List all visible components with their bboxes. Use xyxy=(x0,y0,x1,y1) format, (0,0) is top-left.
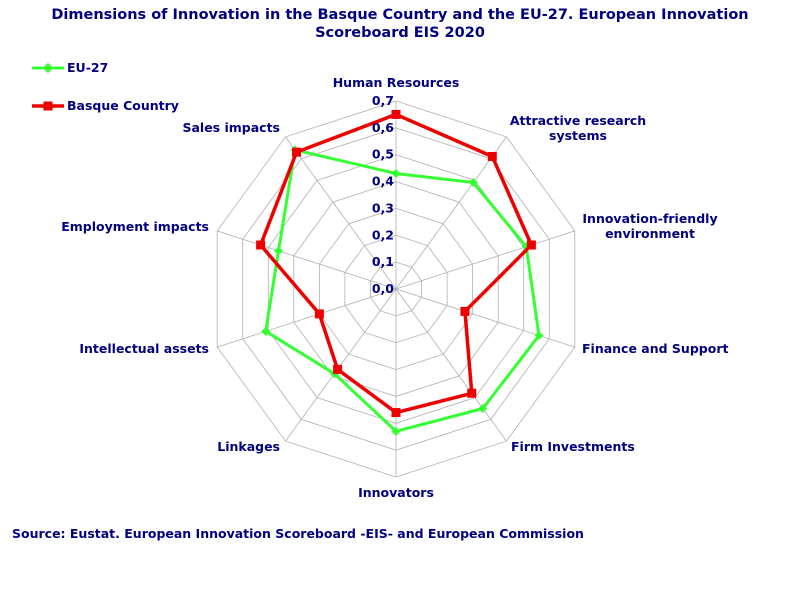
point-1-8 xyxy=(256,240,266,250)
grid-spoke-9 xyxy=(285,136,397,290)
category-label-2: Innovation-friendly environment xyxy=(582,211,717,241)
grid-spoke-2 xyxy=(395,230,575,290)
category-label-1: Attractive research systems xyxy=(510,113,646,143)
tick-label-3: 0,3 xyxy=(372,200,394,215)
tick-label-0: 0,0 xyxy=(372,281,394,296)
point-0-5 xyxy=(391,426,401,436)
tick-label-1: 0,1 xyxy=(372,254,394,269)
point-0-0 xyxy=(391,169,401,179)
tick-label-4: 0,4 xyxy=(372,174,394,189)
grid-spoke-4 xyxy=(395,288,507,442)
source-note: Source: Eustat. European Innovation Scor… xyxy=(12,526,584,541)
chart-title-line-1: Dimensions of Innovation in the Basque C… xyxy=(51,7,749,23)
point-1-3 xyxy=(460,306,470,316)
grid-spoke-1 xyxy=(395,136,507,290)
point-0-1 xyxy=(468,178,478,188)
tick-label-2: 0,2 xyxy=(372,227,394,242)
series-0 xyxy=(261,145,544,436)
point-0-7 xyxy=(261,326,271,336)
legend-label-eu27: EU-27 xyxy=(67,60,109,75)
point-1-4 xyxy=(467,388,477,398)
point-1-7 xyxy=(314,309,324,319)
category-label-5: Innovators xyxy=(358,485,434,500)
grid-spoke-3 xyxy=(395,288,575,348)
point-0-3 xyxy=(534,330,544,340)
radar-tick-labels: 0,0 0,1 0,2 0,3 0,4 0,5 0,6 0,7 xyxy=(372,93,394,296)
category-label-8: Employment impacts xyxy=(61,219,209,234)
grid-spoke-7 xyxy=(217,288,397,348)
radar-series xyxy=(256,109,544,436)
radar-category-labels: Human Resources Attractive research system… xyxy=(61,75,728,500)
point-1-1 xyxy=(487,151,497,161)
tick-label-6: 0,6 xyxy=(372,120,394,135)
point-1-0 xyxy=(391,109,401,119)
point-1-6 xyxy=(333,364,343,374)
point-1-5 xyxy=(391,408,401,418)
chart-title: Dimensions of Innovation in the Basque C… xyxy=(0,6,800,42)
point-1-2 xyxy=(526,240,536,250)
radar-grid xyxy=(216,100,576,478)
category-label-6: Linkages xyxy=(217,439,280,454)
point-1-9 xyxy=(292,147,302,157)
legend-swatch-eu27 xyxy=(32,63,64,73)
category-label-0: Human Resources xyxy=(333,75,460,90)
series-1 xyxy=(256,109,536,418)
category-label-4: Firm Investments xyxy=(511,439,635,454)
legend-swatch-basque xyxy=(32,101,64,111)
point-0-8 xyxy=(274,246,284,256)
category-label-9: Sales impacts xyxy=(182,120,280,135)
category-label-7: Intellectual assets xyxy=(79,341,209,356)
chart-title-line-2: Scoreboard EIS 2020 xyxy=(315,25,485,41)
grid-spoke-8 xyxy=(217,230,397,290)
tick-label-7: 0,7 xyxy=(372,93,394,108)
point-0-4 xyxy=(478,404,488,414)
category-label-3: Finance and Support xyxy=(582,341,728,356)
tick-label-5: 0,5 xyxy=(372,147,394,162)
legend-label-basque: Basque Country xyxy=(67,98,179,113)
